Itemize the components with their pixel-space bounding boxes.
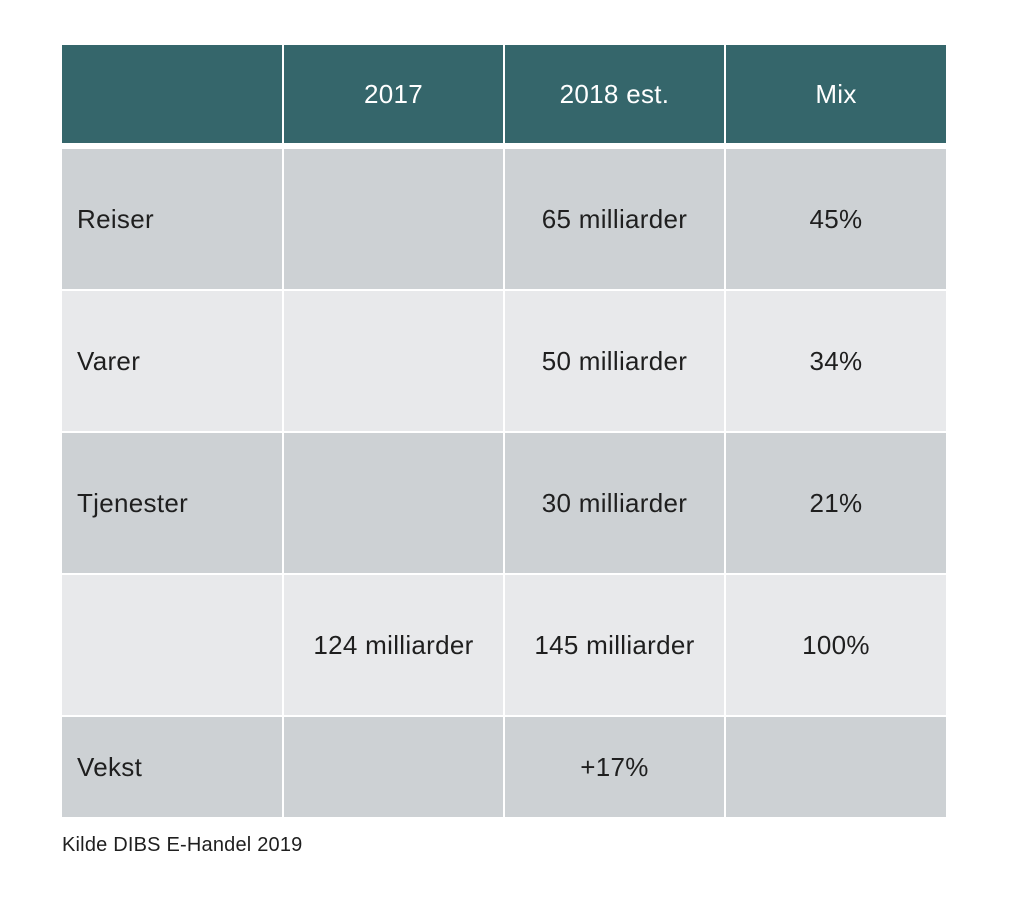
table-row: Tjenester 30 milliarder 21% bbox=[62, 431, 946, 575]
cell-mix: 100% bbox=[724, 573, 946, 717]
data-table: 2017 2018 est. Mix Reiser 65 milliarder … bbox=[62, 45, 946, 817]
cell-2018: 50 milliarder bbox=[503, 289, 726, 433]
header-cell-2017: 2017 bbox=[282, 45, 505, 149]
cell-mix: 34% bbox=[724, 289, 946, 433]
table-row: Reiser 65 milliarder 45% bbox=[62, 145, 946, 291]
table-row-growth: Vekst +17% bbox=[62, 715, 946, 817]
header-cell-2018: 2018 est. bbox=[503, 45, 726, 149]
data-table-container: 2017 2018 est. Mix Reiser 65 milliarder … bbox=[62, 45, 946, 817]
table-row-total: 124 milliarder 145 milliarder 100% bbox=[62, 573, 946, 717]
row-label: Vekst bbox=[62, 715, 284, 817]
cell-2017 bbox=[282, 431, 505, 575]
cell-2017: 124 milliarder bbox=[282, 573, 505, 717]
header-cell-mix: Mix bbox=[724, 45, 946, 149]
cell-2017 bbox=[282, 145, 505, 291]
cell-mix: 21% bbox=[724, 431, 946, 575]
header-cell-label bbox=[62, 45, 284, 149]
cell-2018: 30 milliarder bbox=[503, 431, 726, 575]
row-label: Tjenester bbox=[62, 431, 284, 575]
source-note: Kilde DIBS E-Handel 2019 bbox=[62, 834, 303, 856]
header-row: 2017 2018 est. Mix bbox=[62, 45, 946, 149]
row-label bbox=[62, 573, 284, 717]
cell-2018: 65 milliarder bbox=[503, 145, 726, 291]
cell-mix: 45% bbox=[724, 145, 946, 291]
cell-2018: 145 milliarder bbox=[503, 573, 726, 717]
table-row: Varer 50 milliarder 34% bbox=[62, 289, 946, 433]
cell-2017 bbox=[282, 289, 505, 433]
row-label: Reiser bbox=[62, 145, 284, 291]
cell-mix bbox=[724, 715, 946, 817]
cell-2017 bbox=[282, 715, 505, 817]
row-label: Varer bbox=[62, 289, 284, 433]
cell-2018: +17% bbox=[503, 715, 726, 817]
